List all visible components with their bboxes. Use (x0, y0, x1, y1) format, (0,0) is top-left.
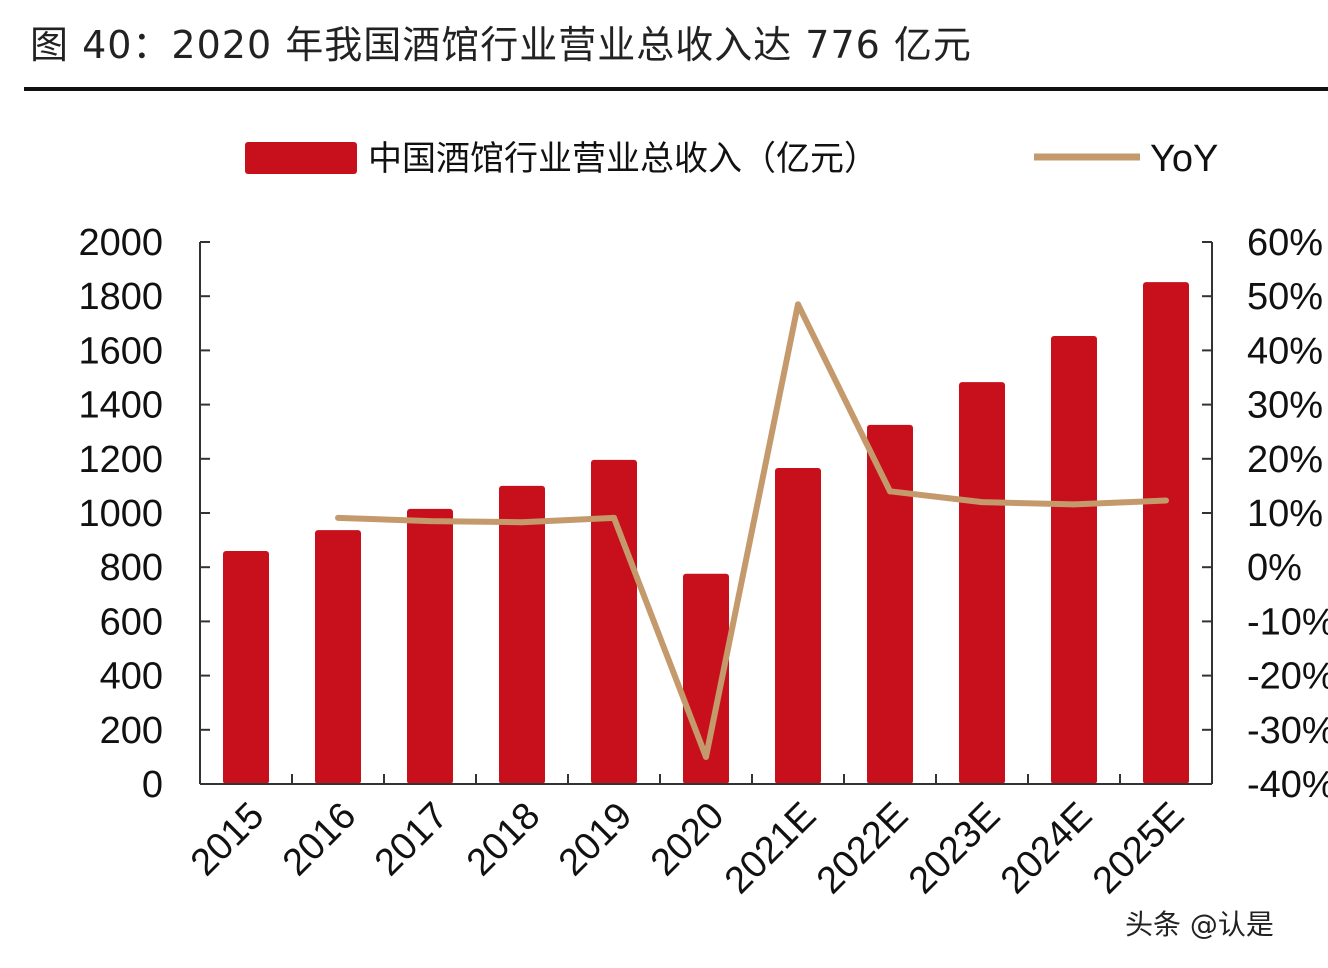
x-tick-label: 2022E (809, 795, 916, 902)
x-tick-label: 2017 (367, 795, 456, 884)
right-tick-label: 60% (1247, 222, 1323, 264)
yoy-line (337, 301, 1167, 760)
right-tick-label: 40% (1247, 330, 1323, 372)
bar-2024E (1051, 336, 1097, 784)
x-tick-label: 2018 (459, 795, 548, 884)
yoy-point-2023E (979, 499, 985, 506)
bar-2015 (223, 550, 269, 784)
left-tick-label: 2000 (78, 222, 163, 264)
left-tick-label: 0 (142, 764, 163, 806)
chart-title: 图 40：2020 年我国酒馆行业营业总收入达 776 亿元 (30, 23, 972, 67)
title-rule (24, 87, 1328, 91)
left-tick-label: 400 (100, 656, 163, 698)
watermark: 头条 @认是 (1125, 908, 1274, 941)
yoy-point-2020 (703, 753, 709, 760)
x-tick-label: 2024E (993, 795, 1100, 902)
left-tick-label: 1200 (78, 439, 163, 481)
yoy-point-2021E (795, 301, 801, 308)
bar-2022E (867, 424, 913, 784)
yoy-point-2019 (611, 514, 617, 521)
bar-2021E (775, 468, 821, 784)
right-tick-label: -20% (1247, 656, 1328, 698)
legend-bar-label: 中国酒馆行业营业总收入（亿元） (368, 139, 878, 179)
right-tick-label: -10% (1247, 601, 1328, 643)
left-tick-label: 1800 (78, 276, 163, 318)
left-tick-label: 200 (100, 710, 163, 752)
x-tick-label: 2023E (901, 795, 1008, 902)
legend-line-label: YoY (1150, 138, 1218, 180)
left-tick-label: 800 (100, 547, 163, 589)
left-tick-label: 1600 (78, 330, 163, 372)
right-tick-label: -30% (1247, 710, 1328, 752)
yoy-point-2024E (1071, 501, 1077, 508)
right-tick-label: 30% (1247, 385, 1323, 427)
bar-2023E (959, 382, 1005, 784)
bar-2025E (1143, 282, 1189, 784)
bar-2019 (591, 459, 637, 784)
right-tick-label: 20% (1247, 439, 1323, 481)
x-tick-label: 2019 (551, 795, 640, 884)
right-tick-label: 50% (1247, 276, 1323, 318)
left-tick-label: 1000 (78, 493, 163, 535)
bar-2018 (499, 485, 545, 784)
legend-bar-swatch (245, 142, 357, 174)
right-tick-label: -40% (1247, 764, 1328, 806)
left-tick-label: 600 (100, 601, 163, 643)
yoy-point-2025E (1163, 497, 1169, 504)
bar-2016 (315, 530, 361, 784)
left-tick-label: 1400 (78, 385, 163, 427)
yoy-point-2017 (427, 518, 433, 525)
yoy-point-2022E (887, 488, 893, 495)
bar-2017 (407, 508, 453, 784)
x-tick-label: 2025E (1085, 795, 1192, 902)
yoy-point-2016 (335, 514, 341, 521)
x-tick-label: 2021E (717, 795, 824, 902)
right-tick-label: 10% (1247, 493, 1323, 535)
yoy-point-2018 (519, 519, 525, 526)
x-tick-label: 2016 (275, 795, 364, 884)
right-tick-label: 0% (1247, 547, 1302, 589)
x-tick-label: 2015 (183, 795, 272, 884)
